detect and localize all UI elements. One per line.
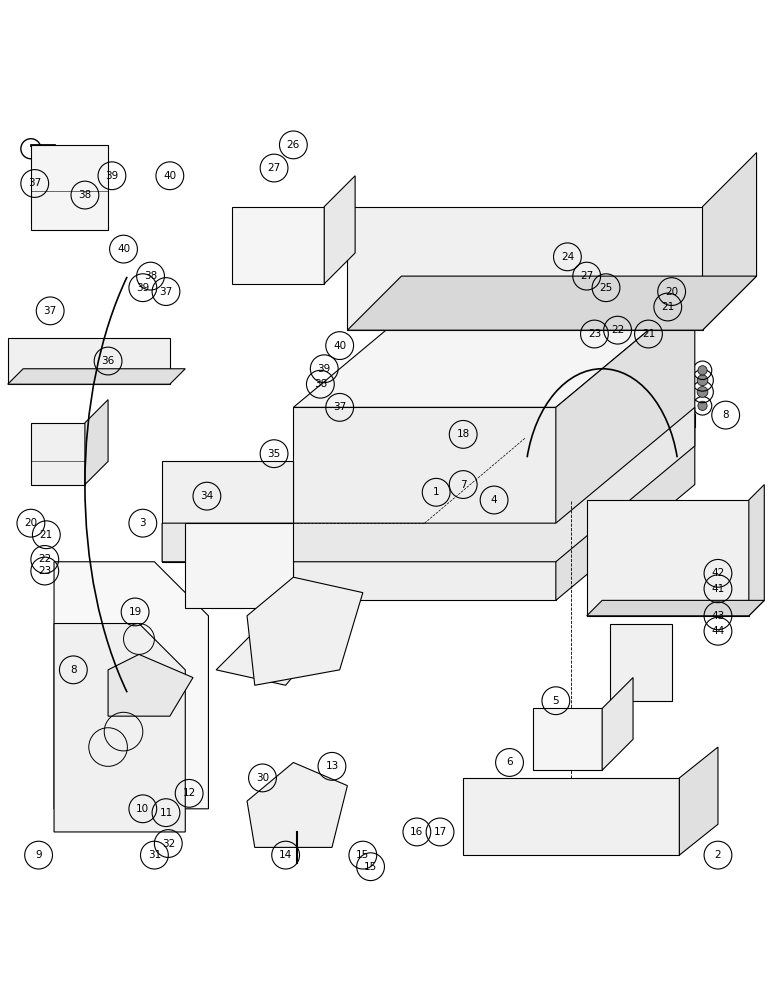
Text: 18: 18 (456, 429, 470, 439)
Polygon shape (533, 708, 602, 770)
Polygon shape (679, 747, 718, 855)
Polygon shape (232, 207, 324, 284)
Text: 20: 20 (24, 518, 38, 528)
Text: 14: 14 (279, 850, 293, 860)
Polygon shape (85, 400, 108, 485)
Polygon shape (216, 616, 324, 685)
Polygon shape (347, 276, 757, 330)
Polygon shape (324, 176, 355, 284)
Polygon shape (8, 369, 185, 384)
Text: 9: 9 (36, 850, 42, 860)
Text: 7: 7 (460, 480, 466, 490)
Polygon shape (108, 654, 193, 716)
Text: 19: 19 (128, 607, 142, 617)
Text: 44: 44 (711, 626, 725, 636)
Text: 6: 6 (506, 757, 513, 767)
Text: 39: 39 (317, 364, 331, 374)
Polygon shape (347, 207, 703, 330)
Polygon shape (556, 292, 695, 600)
Polygon shape (293, 407, 556, 600)
Polygon shape (293, 292, 695, 407)
Polygon shape (247, 762, 347, 847)
Polygon shape (587, 500, 749, 616)
Text: 24: 24 (560, 252, 574, 262)
Text: 25: 25 (599, 283, 613, 293)
Text: 38: 38 (313, 379, 327, 389)
Polygon shape (610, 624, 672, 701)
Polygon shape (185, 523, 293, 608)
Polygon shape (587, 600, 764, 616)
Circle shape (697, 387, 708, 397)
Text: 23: 23 (587, 329, 601, 339)
Text: 16: 16 (410, 827, 424, 837)
Polygon shape (602, 678, 633, 770)
Text: 21: 21 (39, 530, 53, 540)
Polygon shape (162, 461, 293, 562)
Polygon shape (247, 577, 363, 685)
Polygon shape (54, 562, 208, 809)
Text: 10: 10 (136, 804, 150, 814)
Circle shape (698, 401, 707, 410)
Circle shape (697, 375, 708, 386)
Text: 23: 23 (38, 566, 52, 576)
Text: 37: 37 (28, 178, 42, 188)
Text: 39: 39 (136, 283, 150, 293)
Text: 34: 34 (200, 491, 214, 501)
Text: 22: 22 (611, 325, 625, 335)
Text: 17: 17 (433, 827, 447, 837)
Text: 37: 37 (43, 306, 57, 316)
Text: 26: 26 (286, 140, 300, 150)
Polygon shape (749, 485, 764, 616)
Text: 22: 22 (38, 554, 52, 564)
Text: 38: 38 (78, 190, 92, 200)
Text: 32: 32 (161, 839, 175, 849)
Text: 5: 5 (553, 696, 559, 706)
Text: 39: 39 (105, 171, 119, 181)
Text: 43: 43 (711, 611, 725, 621)
Text: 27: 27 (580, 271, 594, 281)
Text: 35: 35 (267, 449, 281, 459)
Text: 40: 40 (117, 244, 130, 254)
Text: 21: 21 (642, 329, 655, 339)
Text: 15: 15 (356, 850, 370, 860)
Text: 4: 4 (491, 495, 497, 505)
Text: 12: 12 (182, 788, 196, 798)
Text: 31: 31 (147, 850, 161, 860)
Text: 20: 20 (665, 287, 679, 297)
Polygon shape (162, 407, 695, 562)
Text: 27: 27 (267, 163, 281, 173)
Text: 8: 8 (70, 665, 76, 675)
Text: 37: 37 (159, 287, 173, 297)
Text: 40: 40 (163, 171, 177, 181)
Polygon shape (8, 338, 170, 384)
Text: 3: 3 (140, 518, 146, 528)
Text: 8: 8 (723, 410, 729, 420)
Text: 40: 40 (333, 341, 347, 351)
Text: 21: 21 (661, 302, 675, 312)
Text: 15: 15 (364, 862, 378, 872)
Polygon shape (31, 423, 85, 485)
Text: 2: 2 (715, 850, 721, 860)
Text: 1: 1 (433, 487, 439, 497)
Text: 38: 38 (144, 271, 157, 281)
Text: 36: 36 (101, 356, 115, 366)
Text: 37: 37 (333, 402, 347, 412)
Polygon shape (54, 624, 185, 832)
Text: 42: 42 (711, 568, 725, 578)
Text: 41: 41 (711, 584, 725, 594)
Text: 11: 11 (159, 808, 173, 818)
Text: 13: 13 (325, 761, 339, 771)
Polygon shape (703, 153, 757, 330)
Circle shape (698, 366, 707, 375)
Polygon shape (31, 145, 108, 230)
Polygon shape (463, 778, 679, 855)
Text: 30: 30 (256, 773, 269, 783)
